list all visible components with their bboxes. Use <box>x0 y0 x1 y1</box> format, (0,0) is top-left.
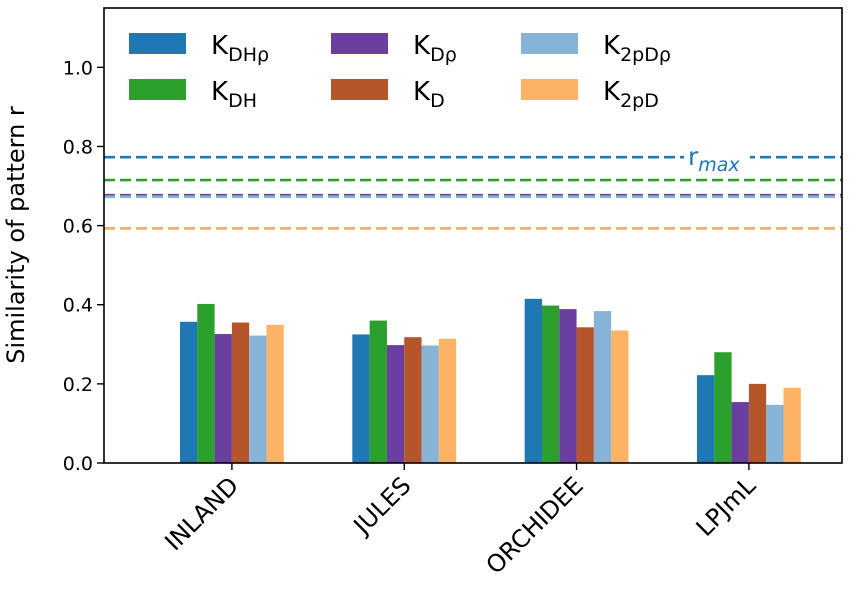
y-axis: 0.0 0.2 0.4 0.6 0.8 1.0 <box>63 57 104 475</box>
bar <box>197 303 215 463</box>
bar <box>559 309 577 463</box>
bar <box>231 322 250 463</box>
legend-item: K2pDρ <box>521 31 671 66</box>
bar <box>783 387 801 463</box>
legend-label: KDHρ <box>211 31 269 66</box>
bar <box>748 383 767 463</box>
bar <box>576 327 594 463</box>
legend-item: KDH <box>129 77 257 112</box>
y-tick-label: 0.2 <box>63 374 93 396</box>
legend-item: KD <box>331 77 445 112</box>
legend-swatch <box>129 33 186 54</box>
x-tick-label: INLAND <box>159 471 244 556</box>
bar <box>352 334 370 463</box>
bar <box>404 337 422 463</box>
y-tick-label: 0.8 <box>63 136 93 158</box>
bars <box>180 298 801 463</box>
bar <box>266 324 284 463</box>
bar <box>180 321 198 463</box>
x-tick-label: ORCHIDEE <box>481 471 589 579</box>
rmax-label: rmax <box>688 142 740 176</box>
y-axis-label: Similarity of pattern r <box>2 106 30 364</box>
legend-label: KDH <box>211 77 257 112</box>
bar <box>697 375 715 463</box>
x-axis: INLAND JULES ORCHIDEE LPJmL <box>159 463 762 580</box>
legend-label: KDρ <box>413 31 457 66</box>
y-tick-label: 1.0 <box>63 57 93 79</box>
bar <box>421 345 439 463</box>
bar <box>249 335 267 463</box>
y-tick-label: 0.6 <box>63 216 93 238</box>
legend-item: K2pD <box>521 77 659 112</box>
legend-label: KD <box>413 77 445 112</box>
bar <box>541 305 560 463</box>
bar <box>369 320 387 463</box>
legend-swatch <box>331 79 388 100</box>
bar <box>386 345 405 463</box>
legend-item: KDρ <box>331 31 457 66</box>
bar <box>731 402 749 463</box>
x-tick-label: LPJmL <box>691 471 762 542</box>
legend-label: K2pD <box>603 77 659 112</box>
plot-frame <box>103 7 843 464</box>
bar <box>524 298 542 463</box>
bar <box>438 338 457 463</box>
bar <box>611 330 629 463</box>
legend-item: KDHρ <box>129 31 269 66</box>
bar <box>714 352 732 463</box>
legend: KDHρ KDH KDρ KD K2pDρ K2pD <box>129 31 671 112</box>
legend-label: K2pDρ <box>603 31 671 66</box>
x-tick-label: JULES <box>347 471 417 541</box>
bar <box>593 311 612 463</box>
y-tick-label: 0.0 <box>63 453 93 475</box>
legend-swatch <box>129 79 186 100</box>
rmax-annotation: rmax <box>684 141 750 176</box>
y-tick-label: 0.4 <box>63 295 93 317</box>
legend-swatch <box>521 33 578 54</box>
rmax-label-bg <box>684 141 750 172</box>
bar <box>766 404 784 463</box>
bar <box>214 334 232 463</box>
legend-swatch <box>521 79 578 100</box>
legend-swatch <box>331 33 388 54</box>
